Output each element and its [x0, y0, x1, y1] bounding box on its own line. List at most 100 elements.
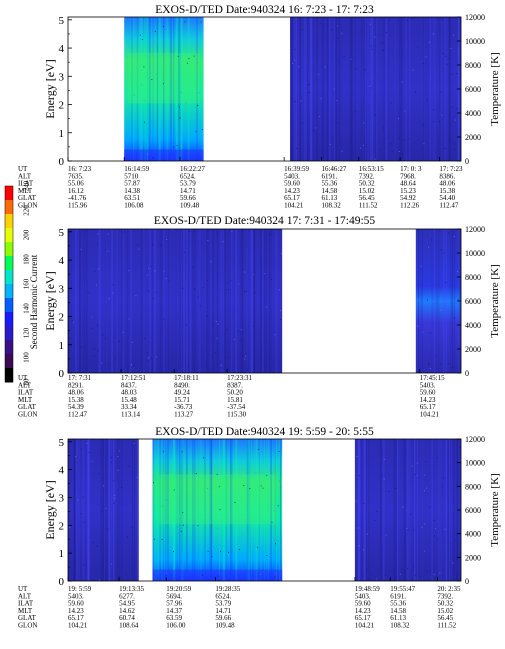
- data-streak: [104, 439, 107, 581]
- data-streak: [129, 229, 132, 373]
- data-streak: [444, 17, 447, 161]
- data-speckle: [156, 356, 158, 358]
- data-speckle: [154, 30, 156, 32]
- data-streak: [183, 229, 186, 373]
- data-streak: [370, 17, 372, 161]
- data-streak: [152, 229, 154, 373]
- data-streak: [372, 17, 375, 161]
- data-speckle: [207, 550, 209, 552]
- data-speckle: [407, 529, 409, 531]
- data-streak: [105, 229, 108, 373]
- table-cell: 111.52: [359, 202, 378, 210]
- panel-title: EXOS-D/TED Date:940324 19: 5:59 - 20: 5:…: [155, 426, 374, 438]
- data-speckle: [279, 440, 281, 442]
- data-streak: [396, 439, 399, 581]
- data-streak: [247, 439, 250, 581]
- data-speckle: [140, 34, 142, 36]
- data-speckle: [179, 117, 181, 119]
- data-streak: [169, 17, 172, 161]
- data-streak: [364, 439, 366, 581]
- data-speckle: [422, 62, 424, 64]
- data-streak: [263, 229, 266, 373]
- data-speckle: [343, 56, 345, 58]
- panel-title: EXOS-D/TED Date:940324 17: 7:31 - 17:49:…: [154, 215, 376, 227]
- table-cell: 16: 7:23: [68, 165, 92, 173]
- data-streak: [225, 439, 227, 581]
- data-speckle: [425, 56, 427, 58]
- data-streak: [435, 229, 439, 373]
- data-speckle: [412, 69, 414, 71]
- data-speckle: [170, 370, 172, 372]
- data-streak: [414, 439, 416, 581]
- data-streak: [229, 229, 232, 373]
- table-cell: 17:45:15: [420, 374, 445, 382]
- data-streak: [77, 229, 79, 373]
- data-streak: [176, 439, 179, 581]
- data-streak: [433, 229, 436, 373]
- colorbar-band: [5, 214, 13, 229]
- data-speckle: [91, 327, 93, 329]
- table-cell: 14.23: [355, 607, 371, 615]
- data-speckle: [165, 278, 167, 280]
- table-cell: 5403.: [284, 172, 300, 180]
- data-streak: [177, 229, 179, 373]
- data-speckle: [262, 487, 264, 489]
- table-cell: 56.45: [437, 614, 453, 622]
- table-cell: 15.23: [400, 187, 416, 195]
- data-speckle: [431, 239, 433, 241]
- data-speckle: [197, 104, 199, 106]
- data-speckle: [71, 320, 73, 322]
- data-block: [290, 17, 461, 161]
- data-speckle: [215, 321, 217, 323]
- data-speckle: [228, 461, 230, 463]
- data-speckle: [264, 272, 266, 274]
- data-speckle: [433, 520, 435, 522]
- data-streak: [177, 17, 180, 161]
- data-streak: [100, 439, 102, 581]
- data-streak: [443, 439, 445, 581]
- data-streak: [295, 17, 298, 161]
- data-streak: [121, 229, 123, 373]
- data-speckle: [301, 122, 303, 124]
- data-speckle: [433, 121, 435, 123]
- data-streak: [354, 17, 356, 161]
- data-streak: [275, 229, 277, 373]
- data-speckle: [336, 37, 338, 39]
- data-speckle: [363, 122, 365, 124]
- data-streak: [161, 229, 163, 373]
- data-speckle: [127, 536, 129, 538]
- data-speckle: [186, 62, 188, 64]
- data-speckle: [75, 456, 77, 458]
- data-streak: [262, 229, 265, 373]
- data-speckle: [459, 460, 461, 462]
- data-speckle: [274, 334, 276, 336]
- table-cell: 59.66: [215, 614, 231, 622]
- data-streak: [265, 229, 267, 373]
- data-speckle: [362, 144, 364, 146]
- data-streak: [250, 229, 253, 373]
- table-row-label: MLT: [18, 396, 33, 404]
- data-streak: [179, 229, 181, 373]
- data-speckle: [231, 542, 233, 544]
- data-speckle: [178, 106, 180, 108]
- y-right-tick-label: 2000: [465, 133, 481, 142]
- data-speckle: [133, 34, 135, 36]
- table-cell: 108.64: [119, 622, 139, 630]
- data-streak: [246, 439, 249, 581]
- data-speckle: [183, 252, 185, 254]
- data-speckle: [182, 20, 184, 22]
- y-tick-label: 0: [59, 156, 65, 168]
- data-streak: [159, 17, 162, 161]
- data-streak: [451, 229, 453, 373]
- data-streak: [338, 17, 340, 161]
- data-streak: [305, 17, 308, 161]
- data-speckle: [452, 562, 454, 564]
- data-speckle: [266, 555, 268, 557]
- data-streak: [98, 229, 101, 373]
- colorbar-band: [5, 186, 13, 201]
- data-speckle: [201, 574, 203, 576]
- table-cell: 19:13:35: [119, 585, 144, 593]
- data-speckle: [441, 18, 443, 20]
- data-speckle: [440, 363, 442, 365]
- data-speckle: [369, 23, 371, 25]
